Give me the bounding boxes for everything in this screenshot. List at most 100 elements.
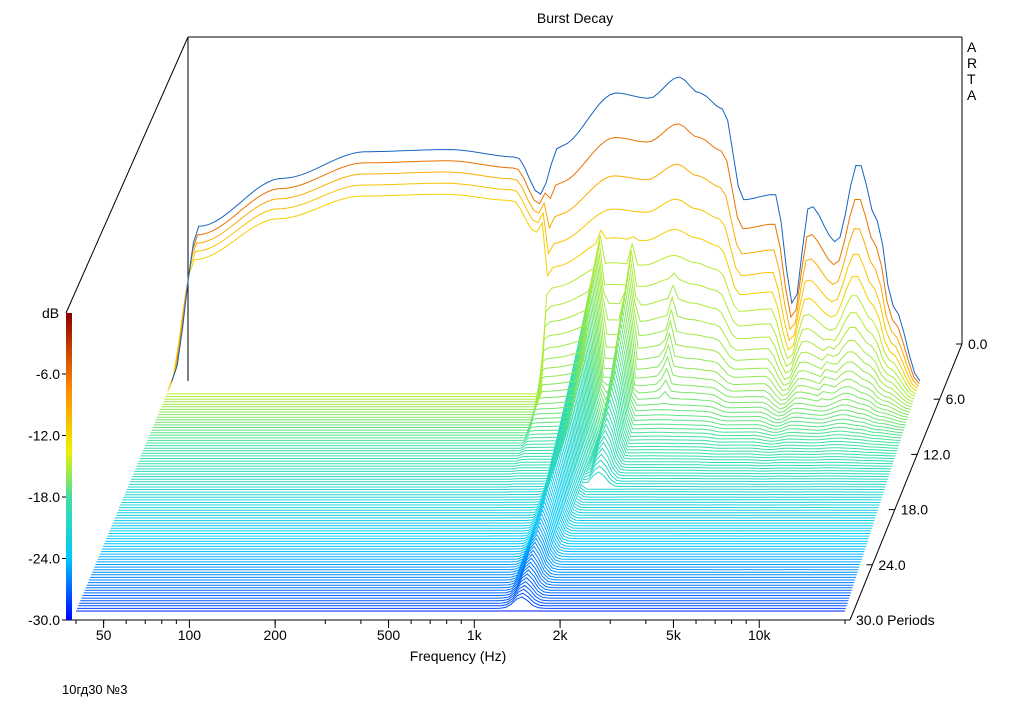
decay-slice: [140, 349, 896, 457]
decay-slice: [94, 533, 860, 568]
decay-slice: [117, 445, 877, 514]
decay-slice: [122, 423, 882, 501]
decay-slice: [160, 264, 911, 410]
decay-slice: [121, 428, 881, 503]
x-tick-label: 50: [96, 627, 112, 643]
x-axis-label: Frequency (Hz): [410, 648, 506, 664]
decay-slice: [115, 449, 877, 516]
decay-slice: [166, 235, 917, 395]
decay-slice: [82, 577, 851, 596]
waterfall-slices: [76, 76, 921, 612]
decay-slice: [124, 414, 883, 496]
decay-slice: [141, 344, 897, 454]
decay-slice: [84, 569, 852, 591]
decay-slice: [158, 274, 910, 416]
x-tick-label: 100: [178, 627, 202, 643]
decay-slice: [142, 340, 898, 452]
decay-slice: [111, 467, 873, 527]
z-tick-label: 6.0: [946, 391, 966, 407]
decay-slice: [169, 163, 919, 387]
decay-slice: [151, 302, 905, 431]
decay-slice: [106, 488, 869, 540]
decay-slice: [167, 193, 917, 392]
decay-slice: [147, 321, 901, 441]
decay-slice: [162, 254, 913, 405]
decay-slice: [131, 390, 888, 480]
decay-slice: [136, 367, 893, 467]
decay-slice: [81, 580, 850, 599]
watermark-letter: T: [967, 71, 976, 87]
decay-slice: [125, 410, 884, 493]
colorbar: [66, 313, 72, 620]
decay-slice: [138, 358, 894, 462]
decay-slice: [145, 330, 899, 447]
z-axis-line: [849, 343, 963, 621]
decay-slice: [80, 584, 849, 602]
decay-slice: [120, 432, 880, 506]
decay-slice: [83, 573, 851, 594]
colorbar-label: dB: [42, 305, 59, 321]
footer-note: 10гд30 №3: [62, 682, 127, 697]
colorbar-tick-label: -6.0: [36, 366, 60, 382]
watermark-letter: A: [967, 87, 977, 103]
colorbar-tick-label: -24.0: [28, 551, 60, 567]
colorbar-tick-label: -12.0: [28, 428, 60, 444]
decay-slice: [163, 249, 914, 403]
decay-slice: [88, 553, 856, 581]
decay-slice: [152, 297, 905, 428]
decay-slice: [97, 521, 862, 560]
decay-slice: [153, 293, 906, 426]
decay-slice: [150, 307, 904, 434]
decay-slice: [95, 529, 861, 565]
decay-slice: [108, 479, 871, 534]
chart-title: Burst Decay: [537, 10, 613, 26]
decay-slice: [129, 394, 888, 483]
decay-slice: [149, 312, 903, 436]
decay-slice: [137, 362, 894, 465]
decay-slice: [90, 549, 856, 578]
decay-slice: [171, 76, 921, 382]
colorbar-ticks: -6.0 -12.0 -18.0 -24.0 -30.0: [28, 366, 66, 628]
decay-slice: [118, 441, 878, 511]
z-tick-label: 30.0 Periods: [856, 612, 935, 628]
decay-slice: [86, 561, 854, 586]
decay-slice: [103, 500, 867, 547]
decay-slice: [104, 496, 867, 545]
decay-slice: [128, 398, 887, 485]
decay-slice: [109, 475, 872, 532]
decay-slice: [134, 376, 891, 472]
decay-slice: [126, 406, 885, 490]
decay-slice: [133, 381, 890, 475]
decay-slice: [132, 385, 889, 478]
decay-slice: [92, 541, 858, 573]
decay-slice: [110, 471, 872, 529]
decay-slice: [148, 316, 902, 439]
decay-slice: [156, 278, 909, 418]
x-tick-label: 200: [263, 627, 287, 643]
decay-slice: [112, 462, 874, 524]
decay-slice: [144, 335, 899, 449]
decay-slice: [155, 283, 908, 421]
decay-slice: [168, 182, 918, 390]
x-tick-label: 10k: [748, 627, 772, 643]
watermark-letter: A: [967, 39, 977, 55]
z-tick-label: 24.0: [878, 557, 905, 573]
decay-slice: [154, 288, 907, 423]
decay-slice: [91, 545, 857, 576]
decay-slice: [107, 484, 870, 537]
decay-slice: [77, 596, 846, 609]
watermark: A R T A: [967, 39, 977, 103]
x-axis-ticks: 50 100 200 500 1k 2k 5k 10k: [75, 620, 846, 643]
decay-slice: [100, 509, 865, 553]
decay-slice: [96, 525, 861, 563]
z-tick-label: 12.0: [923, 446, 950, 462]
perspective-edge: [65, 36, 189, 314]
x-tick-label: 5k: [666, 627, 682, 643]
decay-slice: [113, 458, 875, 522]
decay-slice: [159, 269, 911, 413]
decay-slice: [165, 239, 916, 397]
decay-slice: [93, 537, 859, 571]
colorbar-tick-label: -18.0: [28, 489, 60, 505]
decay-slice: [101, 504, 866, 550]
